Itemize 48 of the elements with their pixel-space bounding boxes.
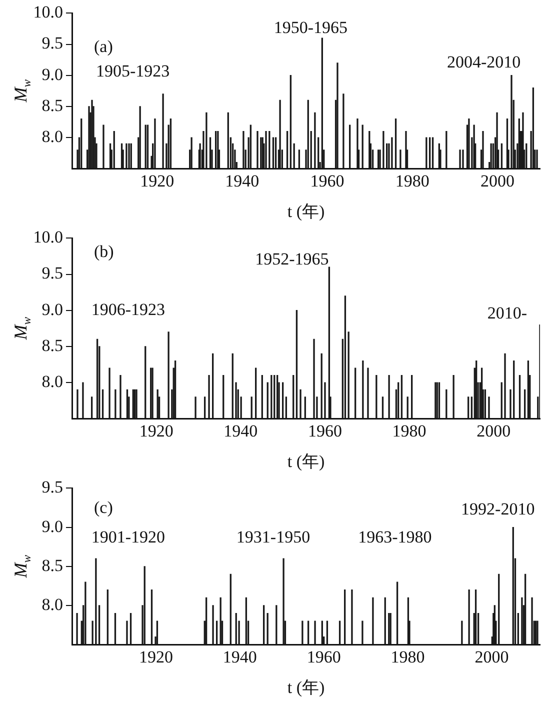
annotation: 2010- [487,303,528,322]
y-tick-label: 10.0 [33,2,63,22]
y-axis-title: Mw [10,79,34,104]
y-tick-label: 9.5 [42,34,63,53]
y-tick-label: 9.0 [42,64,63,84]
y-tick-label: 9.0 [42,300,63,319]
y-tick-label: 9.5 [42,264,63,283]
x-tick-label: 2000 [480,171,514,190]
annotation: (b) [94,242,114,262]
y-tick-label: 8.5 [42,336,63,355]
x-tick-label: 1940 [225,171,260,190]
y-tick-label: 8.5 [42,556,63,575]
annotation: 1901-1920 [91,528,165,547]
annotation: 1906-1923 [91,300,165,319]
x-tick-label: 2000 [474,647,509,666]
x-tick-label: 2000 [476,421,511,440]
x-tick-label: 1960 [310,171,344,190]
y-tick-label: 10.0 [33,228,63,247]
x-axis-title: t (年) [287,678,325,698]
annotation: 1992-2010 [461,500,535,519]
annotation: 1905-1923 [96,62,170,81]
x-tick-label: 1960 [306,647,341,666]
y-axis-title: Mw [10,316,34,341]
annotation: 1963-1980 [358,528,432,547]
y-tick-label: 9.5 [42,478,63,497]
x-axis-title: t (年) [287,202,325,222]
x-tick-label: 1920 [140,171,174,190]
x-tick-label: 1980 [392,421,426,440]
x-tick-label: 1980 [390,647,425,666]
y-axis-title: Mw [10,554,34,579]
y-tick-label: 8.0 [42,594,63,614]
x-tick-label: 1980 [395,171,430,190]
y-tick-label: 9.0 [42,516,63,536]
annotation: 1952-1965 [255,249,329,268]
x-tick-label: 1940 [224,421,258,440]
annotation: (a) [94,36,113,56]
x-tick-label: 1920 [138,647,173,666]
annotation: 1950-1965 [274,18,348,38]
annotation: 1931-1950 [236,528,310,547]
x-tick-label: 1920 [139,421,174,440]
y-tick-label: 8.0 [42,372,63,391]
x-axis-title: t (年) [287,452,325,472]
y-tick-label: 8.0 [42,126,63,146]
y-tick-label: 8.5 [42,96,63,115]
x-tick-label: 1960 [308,421,342,440]
annotation: 2004-2010 [447,52,521,72]
x-tick-label: 1940 [222,647,257,666]
annotation: (c) [94,498,113,517]
